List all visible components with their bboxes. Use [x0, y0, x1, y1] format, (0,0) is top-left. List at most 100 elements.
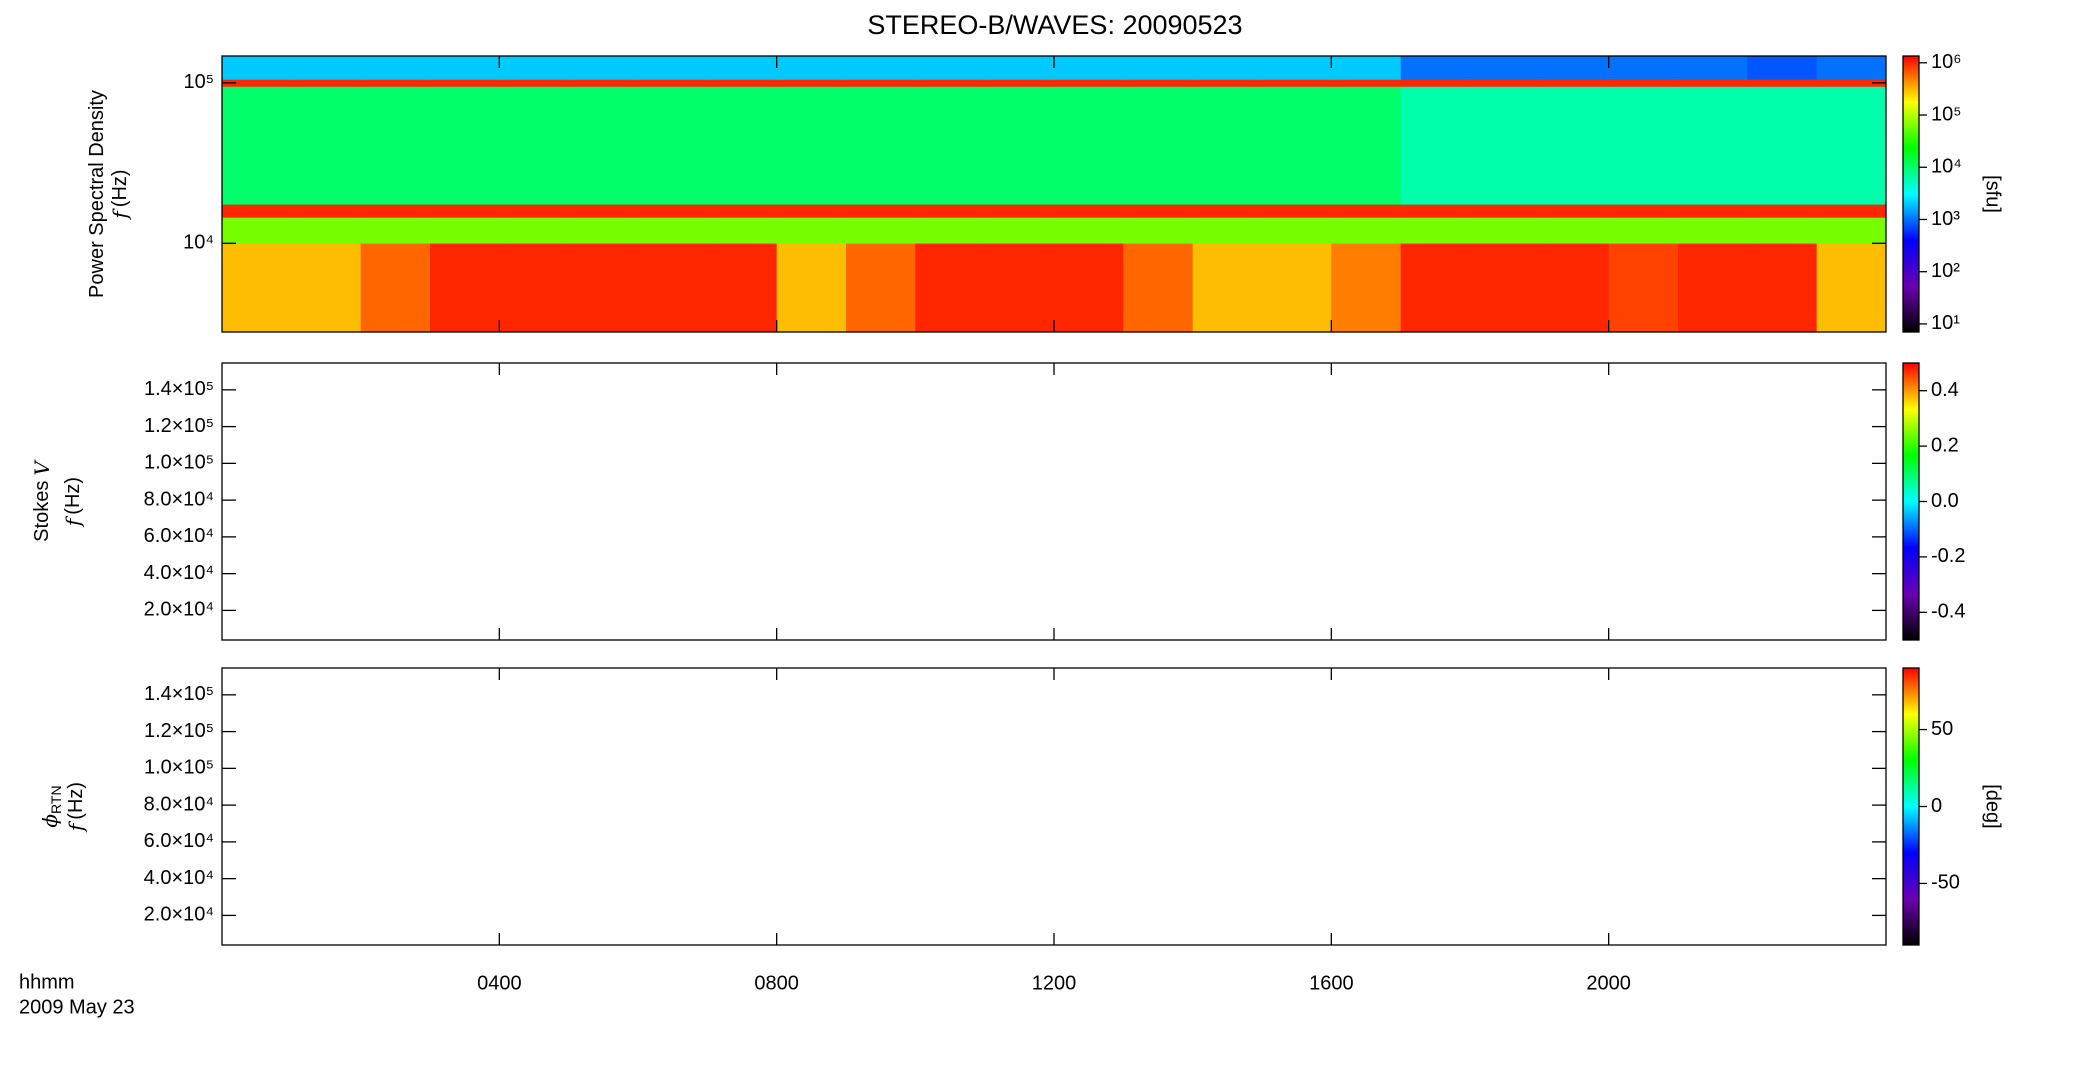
colorbar-label: [sfu]: [1982, 175, 2004, 213]
heatmap-cell: [638, 243, 708, 332]
x-tick-label: 1200: [1032, 972, 1077, 994]
heatmap-cell: [430, 217, 500, 244]
heatmap-cell: [222, 243, 292, 332]
heatmap-cell: [707, 79, 778, 87]
heatmap-cell: [1816, 56, 1886, 80]
heatmap-cell: [1816, 204, 1886, 218]
heatmap-cell: [1192, 217, 1263, 244]
heatmap-cell: [1539, 79, 1610, 87]
y-axis-label: Power Spectral Density: [86, 90, 108, 298]
heatmap-cell: [1400, 243, 1471, 332]
y-tick-label: 1.2×10⁵: [144, 720, 214, 742]
x-tick-label: 0800: [754, 972, 799, 994]
heatmap-cell: [430, 56, 500, 80]
chart-title: STEREO-B/WAVES: 20090523: [867, 10, 1242, 40]
colorbar-tick-label: 0.0: [1931, 490, 1959, 512]
heatmap-cell: [1262, 243, 1332, 332]
heatmap-cell: [291, 56, 362, 80]
y-tick-label: 2.0×10⁴: [144, 599, 214, 621]
heatmap-cell: [984, 217, 1055, 244]
colorbar-tick-label: 0: [1931, 795, 1942, 817]
heatmap-cell: [1123, 86, 1194, 205]
heatmap-cell: [846, 86, 916, 205]
heatmap-cell: [1747, 204, 1818, 218]
colorbar-tick-label: 0.4: [1931, 379, 1959, 401]
y-axis-unit-text: (Hz): [65, 782, 87, 820]
heatmap-cell: [707, 56, 778, 80]
heatmap-cell: [1470, 56, 1540, 80]
heatmap-cell: [1747, 56, 1818, 80]
heatmap-cell: [1747, 86, 1818, 205]
heatmap-cell: [360, 86, 431, 205]
heatmap-cell: [1262, 79, 1332, 87]
heatmap-cell: [1054, 56, 1124, 80]
heatmap-cell: [915, 79, 986, 87]
heatmap-cell: [430, 204, 500, 218]
heatmap-cell: [1331, 243, 1402, 332]
colorbar: [1903, 363, 1919, 640]
heatmap-cell: [1678, 243, 1748, 332]
date-label: 2009 May 23: [19, 996, 135, 1018]
heatmap-cell: [1470, 86, 1540, 205]
y-axis-label-subscript: RTN: [48, 785, 64, 814]
heatmap-cell: [776, 204, 847, 218]
heatmap-cell: [707, 217, 778, 244]
heatmap-cell: [568, 217, 639, 244]
heatmap-cell: [638, 86, 708, 205]
heatmap-cell: [1054, 79, 1124, 87]
heatmap-cell: [915, 56, 986, 80]
heatmap-cell: [222, 217, 292, 244]
heatmap-cell: [846, 204, 916, 218]
heatmap-cell: [430, 243, 500, 332]
heatmap-cell: [1400, 217, 1471, 244]
heatmap-cell: [638, 204, 708, 218]
heatmap-cell: [707, 204, 778, 218]
heatmap-cell: [1608, 243, 1679, 332]
heatmap-cell: [1747, 243, 1818, 332]
heatmap-cell: [915, 217, 986, 244]
heatmap-cell: [222, 86, 292, 205]
heatmap-cell: [360, 217, 431, 244]
y-axis-unit-symbol: f: [108, 208, 132, 221]
heatmap-cell: [1262, 86, 1332, 205]
heatmap-cell: [1678, 204, 1748, 218]
heatmap-cell: [1539, 56, 1610, 80]
heatmap-cell: [1192, 56, 1263, 80]
heatmap-cell: [568, 56, 639, 80]
heatmap-cell: [984, 243, 1055, 332]
heatmap-cell: [984, 56, 1055, 80]
y-tick-label: 4.0×10⁴: [144, 562, 214, 584]
heatmap-cell: [222, 56, 292, 80]
heatmap-cell: [1262, 217, 1332, 244]
heatmap-cell: [1608, 86, 1679, 205]
colorbar-tick-label: 10²: [1931, 260, 1960, 282]
heatmap-cell: [1192, 86, 1263, 205]
heatmap-cell: [499, 79, 570, 87]
heatmap-cell: [1608, 217, 1679, 244]
y-axis-unit-text: (Hz): [109, 169, 131, 207]
heatmap-cell: [915, 204, 986, 218]
heatmap-cell: [1747, 217, 1818, 244]
heatmap-cell: [1123, 204, 1194, 218]
y-axis-unit-symbol: f: [64, 820, 88, 833]
heatmap-cell: [1539, 204, 1610, 218]
y-axis-label-symbol: ϕ: [38, 814, 62, 828]
heatmap-cell: [1331, 86, 1402, 205]
heatmap-cell: [568, 204, 639, 218]
heatmap-cell: [1816, 217, 1886, 244]
heatmap-cell: [360, 243, 431, 332]
heatmap-cell: [1262, 56, 1332, 80]
heatmap-cell: [1678, 86, 1748, 205]
heatmap-cell: [1816, 243, 1886, 332]
heatmap-cell: [1470, 79, 1540, 87]
y-axis-label: ϕRTN: [38, 785, 64, 827]
y-tick-label: 8.0×10⁴: [144, 793, 214, 815]
y-axis-unit: f(Hz): [61, 477, 85, 528]
heatmap-cell: [776, 86, 847, 205]
y-tick-label: 1.0×10⁵: [144, 452, 214, 474]
heatmap-cell: [1816, 86, 1886, 205]
heatmap-cell: [291, 79, 362, 87]
heatmap-cell: [1678, 79, 1748, 87]
heatmap-cell: [1539, 243, 1610, 332]
